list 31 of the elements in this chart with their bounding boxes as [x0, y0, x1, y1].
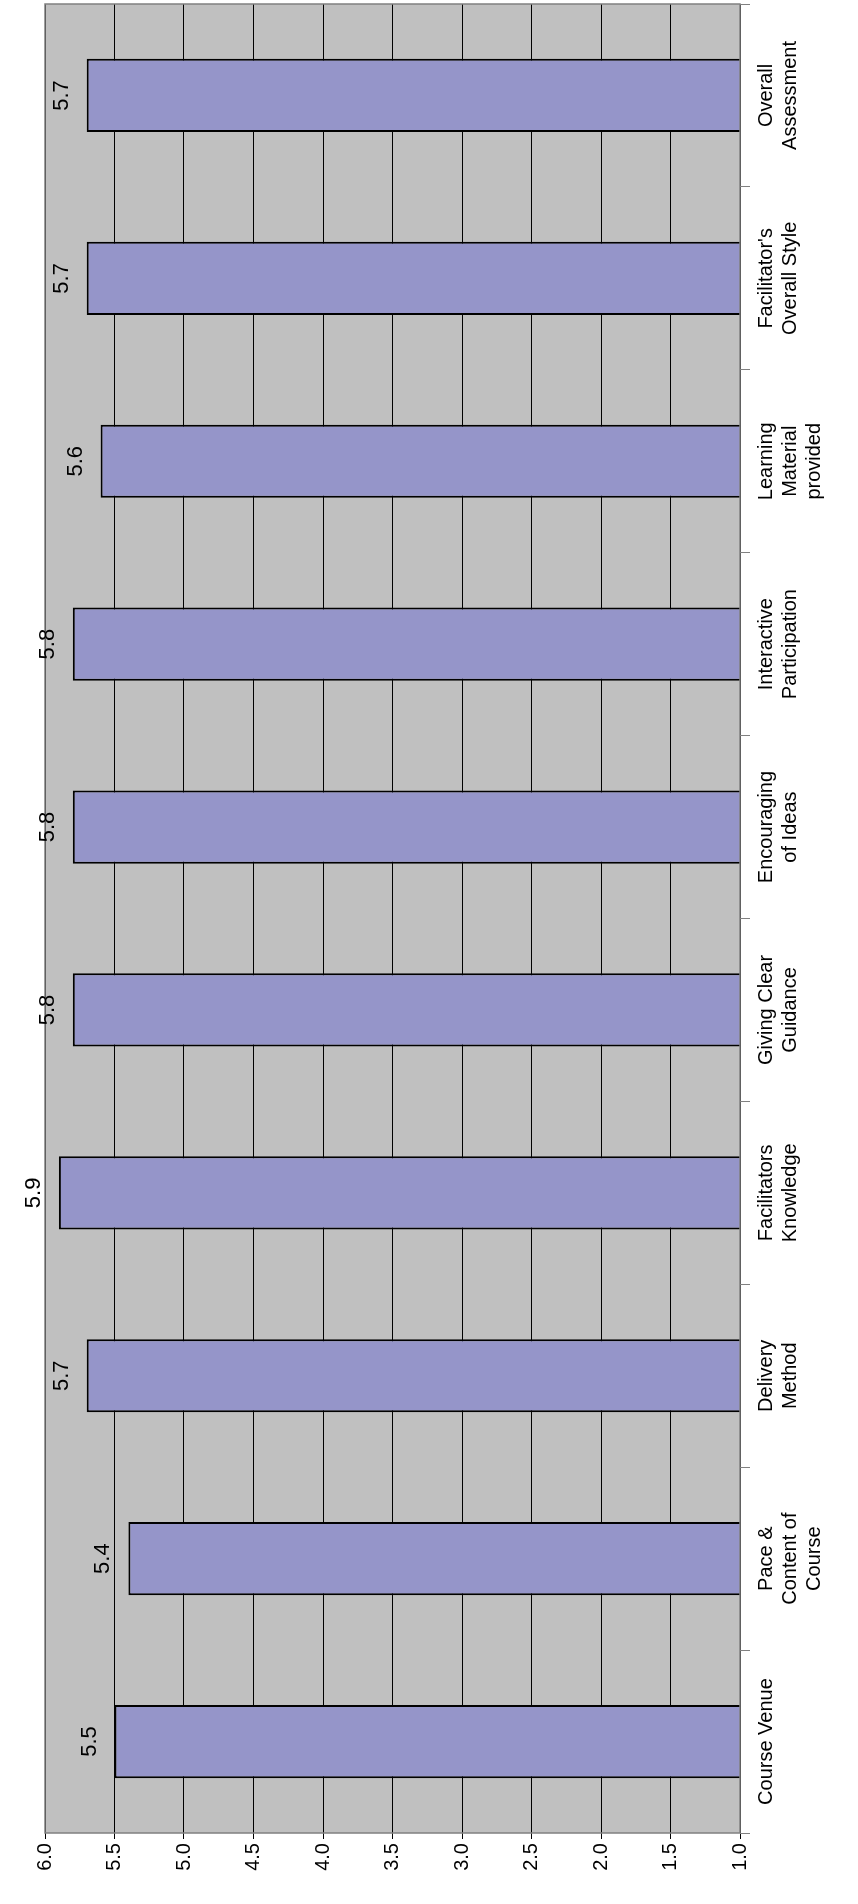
data-label: 5.7 [47, 263, 73, 294]
data-label: 5.8 [33, 628, 59, 660]
data-label: 5.4 [89, 1543, 115, 1574]
data-label: 5.6 [61, 445, 87, 477]
x-tick-label: 4.5 [241, 1843, 264, 1871]
x-tick-label: 5.5 [102, 1843, 125, 1871]
y-tick-label: Giving Clear Guidance [753, 954, 800, 1065]
x-tick-label: 1.5 [658, 1843, 681, 1871]
y-tick-label: Course Venue [753, 1678, 776, 1805]
data-label: 5.5 [75, 1726, 101, 1757]
x-tick-label: 2.5 [519, 1843, 542, 1871]
data-label: 5.7 [47, 80, 73, 111]
x-tick-label: 5.0 [171, 1843, 194, 1871]
y-tick-label: Pace & Content of Course [753, 1512, 824, 1605]
x-tick-label: 6.0 [32, 1843, 55, 1871]
y-tick-label: Interactive Participation [753, 589, 800, 700]
data-label: 5.8 [33, 811, 59, 843]
x-tick-label: 2.0 [588, 1843, 611, 1871]
x-tick-label: 4.0 [310, 1843, 333, 1871]
y-tick-label: Encouraging of Ideas [753, 770, 800, 884]
y-tick-label: Facilitators Knowledge [753, 1143, 800, 1243]
x-tick-label: 3.0 [449, 1843, 472, 1871]
x-tick-label: 3.5 [380, 1843, 403, 1871]
y-tick-label: Delivery Method [753, 1339, 800, 1412]
x-tick-label: 1.0 [727, 1843, 750, 1871]
y-tick-label: Facilitator's Overall Style [753, 221, 800, 336]
data-label: 5.8 [33, 994, 59, 1026]
data-label: 5.7 [47, 1360, 73, 1392]
y-tick-label: Overall Assessment [753, 40, 800, 150]
y-tick-label: Learning Material provided [753, 422, 824, 501]
data-label: 5.9 [19, 1177, 45, 1209]
